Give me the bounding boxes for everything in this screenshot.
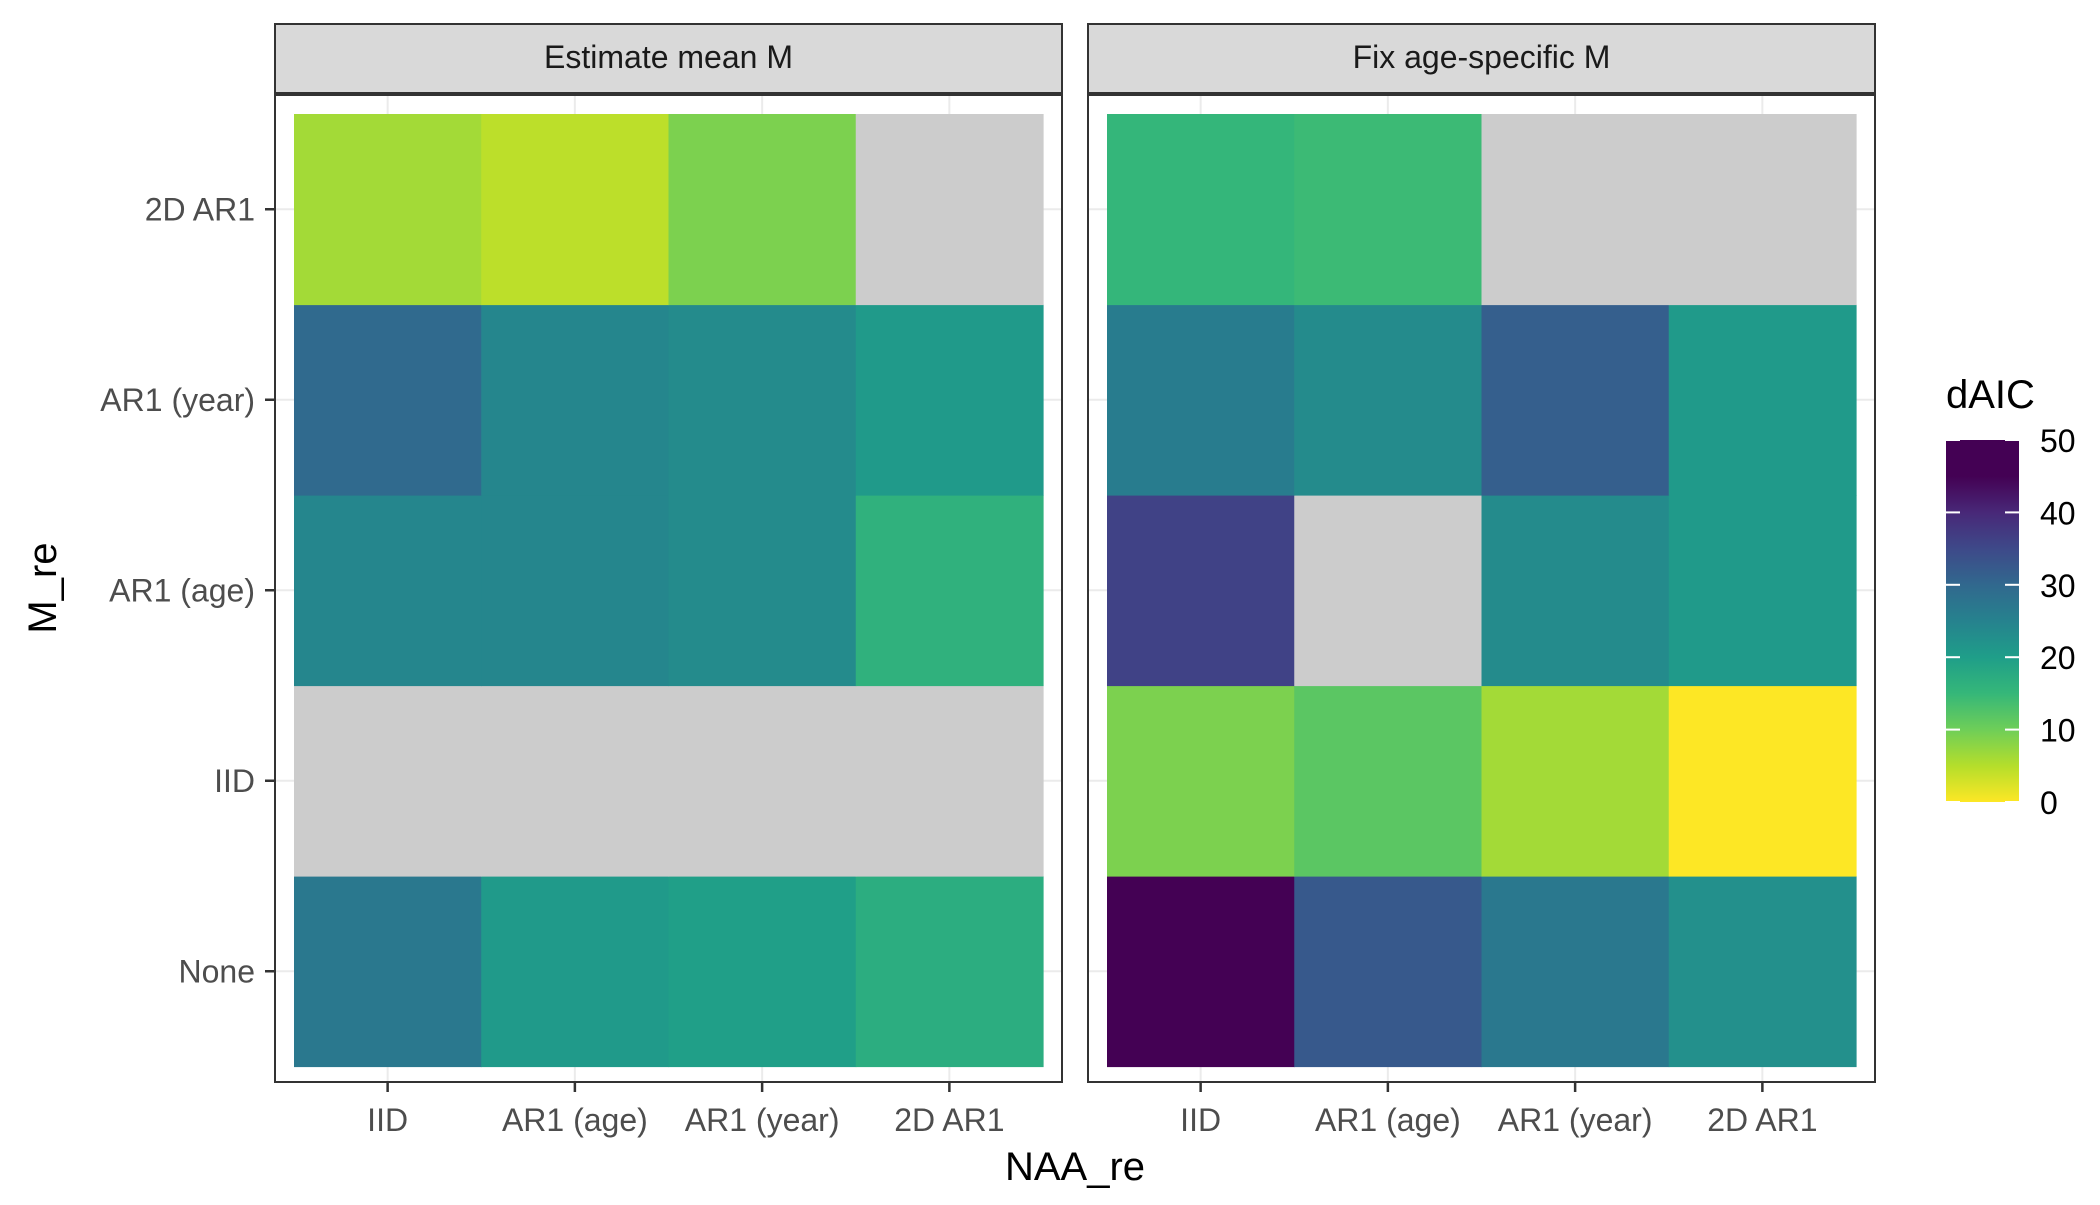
heatmap-cell xyxy=(668,114,857,306)
panel-2: Fix age-specific M xyxy=(1087,23,1876,1083)
heatmap-cell xyxy=(1481,876,1670,1068)
heatmap-cell xyxy=(481,304,670,496)
heatmap-cell xyxy=(668,304,857,496)
panel-strip xyxy=(1087,23,1876,94)
heatmap-cell xyxy=(294,685,482,877)
tiles xyxy=(1107,114,1857,1068)
legend: dAIC 0 10 20 30 40 50 xyxy=(1946,373,2076,821)
heatmap-cell xyxy=(855,114,1044,306)
heatmap-cell xyxy=(855,685,1044,877)
heatmap-cell xyxy=(1294,114,1483,306)
colorbar-tick-label: 0 xyxy=(2040,785,2058,821)
heatmap-cell xyxy=(1481,114,1670,306)
tiles xyxy=(294,114,1044,1068)
heatmap-cell xyxy=(1107,876,1295,1068)
heatmap-cell xyxy=(1294,685,1483,877)
x-axis-title: NAA_re xyxy=(1005,1145,1145,1189)
colorbar-tick-label: 30 xyxy=(2040,568,2076,604)
heatmap-cell xyxy=(294,114,482,306)
x-tick-label: IID xyxy=(367,1102,408,1138)
x-tick-label: IID xyxy=(1180,1102,1221,1138)
x-tick-label: AR1 (age) xyxy=(502,1102,648,1138)
panel-border xyxy=(1087,94,1876,1083)
x-tick-label: 2D AR1 xyxy=(1707,1102,1817,1138)
heatmap-cell xyxy=(1481,304,1670,496)
heatmap-cell xyxy=(855,304,1044,496)
colorbar-tick-label: 50 xyxy=(2040,423,2076,459)
colorbar-tick-label: 20 xyxy=(2040,640,2076,676)
heatmap-cell xyxy=(1107,495,1295,687)
x-tick-label: 2D AR1 xyxy=(894,1102,1004,1138)
colorbar xyxy=(1946,440,2019,802)
colorbar-tick-label: 40 xyxy=(2040,495,2076,531)
y-axis-title: M_re xyxy=(21,542,65,633)
heatmap-cell xyxy=(668,495,857,687)
heatmap-cell xyxy=(481,876,670,1068)
heatmap-cell xyxy=(855,876,1044,1068)
heatmap-cell xyxy=(481,685,670,877)
heatmap-cell xyxy=(1294,495,1483,687)
y-tick-label: AR1 (age) xyxy=(109,572,255,608)
y-tick-label: IID xyxy=(214,763,255,799)
heatmap-cell xyxy=(1668,685,1857,877)
heatmap-cell xyxy=(1107,114,1295,306)
panel-title: Estimate mean M xyxy=(544,39,793,75)
heatmap-cell xyxy=(1294,304,1483,496)
heatmap-cell xyxy=(668,685,857,877)
heatmap-cell xyxy=(481,114,670,306)
x-tick-label: AR1 (year) xyxy=(1498,1102,1653,1138)
y-tick-label: 2D AR1 xyxy=(145,191,255,227)
x-tick-label: AR1 (year) xyxy=(685,1102,840,1138)
heatmap-cell xyxy=(668,876,857,1068)
heatmap-cell xyxy=(1481,685,1670,877)
y-tick-label: None xyxy=(179,953,256,989)
heatmap-cell xyxy=(294,495,482,687)
heatmap-cell xyxy=(294,876,482,1068)
heatmap-cell xyxy=(1481,495,1670,687)
x-tick-label: AR1 (age) xyxy=(1315,1102,1461,1138)
heatmap-cell xyxy=(481,495,670,687)
heatmap-cell xyxy=(294,304,482,496)
panel-border xyxy=(274,94,1063,1083)
panel-title: Fix age-specific M xyxy=(1353,39,1611,75)
heatmap-cell xyxy=(1668,876,1857,1068)
panel-1: Estimate mean M xyxy=(274,23,1063,1083)
y-tick-label: AR1 (year) xyxy=(100,382,255,418)
legend-title: dAIC xyxy=(1946,373,2035,417)
heatmap-cell xyxy=(1668,304,1857,496)
heatmap-cell xyxy=(855,495,1044,687)
heatmap-cell xyxy=(1294,876,1483,1068)
heatmap-cell xyxy=(1668,495,1857,687)
heatmap-cell xyxy=(1107,304,1295,496)
panel-strip xyxy=(274,23,1063,94)
colorbar-tick-label: 10 xyxy=(2040,713,2076,749)
heatmap-cell xyxy=(1107,685,1295,877)
heatmap-cell xyxy=(1668,114,1857,306)
